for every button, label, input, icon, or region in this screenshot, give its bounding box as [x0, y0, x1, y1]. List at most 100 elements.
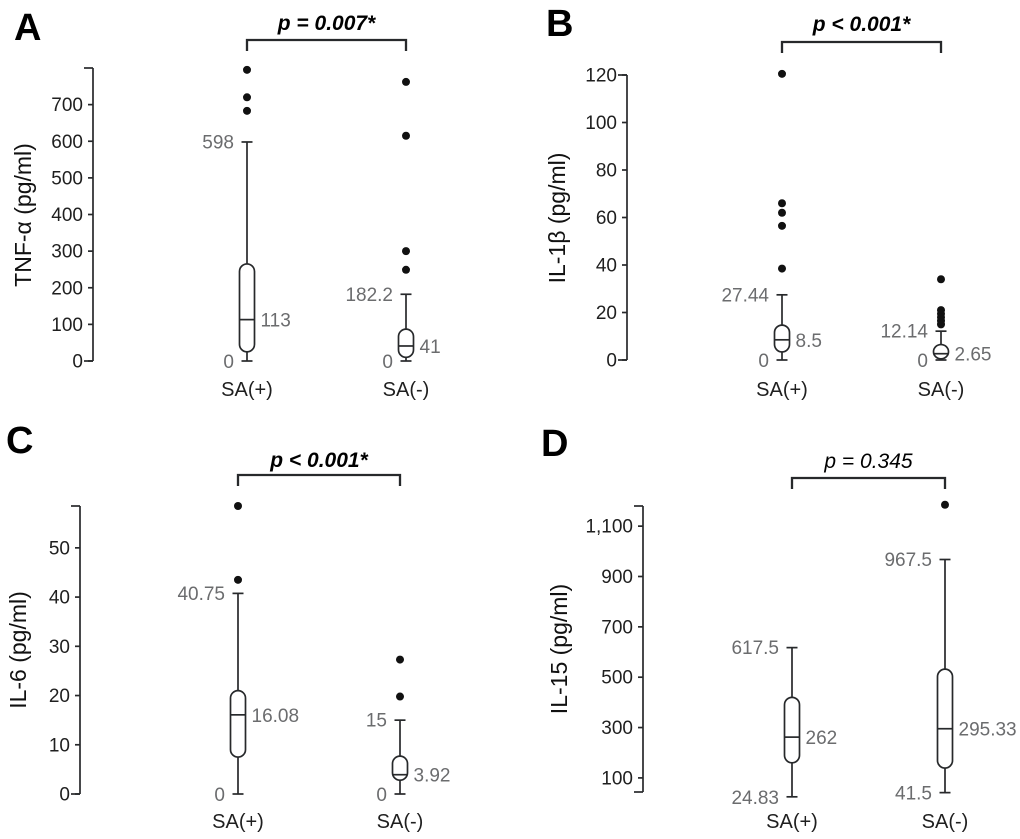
- y-tick-label: 0: [59, 785, 70, 806]
- panel-A: A 0 100 200 300 400 500 600 700 TNF-α (pg/ml) p = …: [0, 0, 510, 425]
- significance-bracket: [780, 40, 943, 53]
- outlier-dot: [778, 199, 786, 208]
- p-value-label: p = 0.007*: [277, 12, 376, 35]
- y-tick-label: 80: [596, 161, 617, 182]
- boxplot-sa-plus: [773, 69, 791, 361]
- panel-letter: C: [6, 420, 33, 462]
- y-axis: [71, 505, 81, 795]
- median-label: 8.5: [796, 331, 822, 352]
- boxplot-sa-plus: [229, 502, 247, 795]
- y-tick-label: 600: [51, 132, 83, 153]
- y-tick-label: 500: [51, 168, 83, 189]
- p-value-label: p < 0.001*: [269, 449, 368, 472]
- whisker-low-label: 0: [917, 351, 928, 372]
- significance-bracket: [236, 473, 402, 486]
- y-tick-label: 20: [49, 686, 70, 707]
- y-tick-label: 900: [601, 567, 633, 588]
- panel-C: C 0 10 20 30 40 50 IL-6 (pg/ml) p < 0.001* 40.75 0…: [0, 420, 510, 839]
- median-label: 262: [806, 728, 838, 749]
- outlier-dot: [778, 221, 786, 230]
- box: [238, 263, 256, 353]
- outlier-dot: [778, 264, 786, 273]
- whisker-low-label: 0: [382, 352, 393, 373]
- category-label-sa-minus: SA(-): [383, 379, 430, 401]
- p-value-label: p < 0.001*: [812, 13, 911, 36]
- y-tick-label: 300: [51, 242, 83, 263]
- outlier-dot: [396, 692, 404, 701]
- outlier-dot: [402, 265, 410, 274]
- p-value-label: p = 0.345: [823, 450, 912, 473]
- box: [397, 328, 415, 359]
- y-tick-label: 100: [51, 315, 83, 336]
- boxplot-sa-plus: [783, 646, 801, 798]
- outlier-dot: [402, 77, 410, 86]
- category-label-sa-plus: SA(+): [766, 811, 818, 833]
- y-axis-title: IL-1β (pg/ml): [544, 153, 570, 284]
- significance-bracket: [790, 476, 947, 489]
- category-label-sa-plus: SA(+): [221, 379, 273, 401]
- outlier-dot: [243, 93, 251, 102]
- y-tick-label: 700: [51, 95, 83, 116]
- whisker-low-label: 24.83: [731, 788, 779, 809]
- panel-B-chart: B 0 20 40 60 80 100 120 IL-1β (pg/ml) p < 0.001* 2…: [544, 3, 992, 401]
- y-tick-label: 400: [51, 205, 83, 226]
- y-axis-title: IL-15 (pg/ml): [546, 584, 572, 714]
- y-tick-label: 10: [49, 735, 70, 756]
- y-tick-label: 120: [585, 66, 617, 87]
- whisker-high-label: 617.5: [731, 638, 779, 659]
- whisker-high-label: 12.14: [880, 322, 928, 343]
- whisker-low-label: 41.5: [895, 784, 932, 805]
- y-tick-label: 40: [596, 256, 617, 277]
- category-label-sa-minus: SA(-): [918, 379, 965, 401]
- y-tick-label: 40: [49, 588, 70, 609]
- box: [773, 324, 791, 353]
- y-tick-label: 100: [585, 113, 617, 134]
- median-label: 295.33: [959, 720, 1017, 741]
- outlier-dot: [402, 131, 410, 140]
- y-tick-label: 0: [606, 351, 617, 372]
- category-label-sa-plus: SA(+): [212, 811, 264, 833]
- y-tick-label: 300: [601, 718, 633, 739]
- whisker-high-label: 27.44: [721, 285, 769, 306]
- panel-C-chart: C 0 10 20 30 40 50 IL-6 (pg/ml) p < 0.001* 40.75 0…: [5, 420, 451, 833]
- y-axis: [618, 74, 628, 361]
- whisker-low-label: 0: [223, 352, 234, 373]
- boxplot-sa-minus: [932, 275, 950, 361]
- boxplot-sa-minus: [391, 655, 409, 795]
- y-axis: [634, 505, 644, 793]
- panel-letter: B: [546, 3, 573, 45]
- boxplot-sa-plus: [238, 65, 256, 362]
- whisker-low-label: 0: [758, 351, 769, 372]
- box: [936, 668, 954, 769]
- outlier-dot: [402, 247, 410, 256]
- box: [932, 343, 950, 360]
- outlier-dot: [396, 655, 404, 664]
- box: [229, 689, 247, 758]
- panel-D: D 100 300 500 700 900 1,100 IL-15 (pg/ml) p = 0.…: [510, 420, 1020, 839]
- outlier-dot: [937, 275, 945, 284]
- y-tick-label: 60: [596, 208, 617, 229]
- panel-letter: D: [541, 423, 568, 465]
- boxplot-sa-minus: [936, 500, 954, 794]
- median-label: 2.65: [955, 345, 992, 366]
- y-tick-label: 50: [49, 538, 70, 559]
- outlier-dot: [937, 320, 945, 329]
- whisker-high-label: 40.75: [177, 584, 225, 605]
- boxplot-sa-minus: [397, 77, 415, 362]
- whisker-high-label: 967.5: [884, 550, 932, 571]
- y-tick-label: 1,100: [585, 517, 633, 538]
- category-label-sa-minus: SA(-): [922, 811, 969, 833]
- significance-bracket: [245, 38, 408, 51]
- y-tick-label: 700: [601, 617, 633, 638]
- outlier-dot: [243, 65, 251, 74]
- outlier-dot: [243, 106, 251, 115]
- y-tick-label: 20: [596, 303, 617, 324]
- outlier-dot: [778, 69, 786, 78]
- median-label: 3.92: [414, 766, 451, 787]
- median-label: 41: [420, 337, 441, 358]
- whisker-high-label: 182.2: [345, 285, 393, 306]
- box: [783, 696, 801, 764]
- y-tick-label: 30: [49, 637, 70, 658]
- outlier-dot: [941, 500, 949, 509]
- panel-D-chart: D 100 300 500 700 900 1,100 IL-15 (pg/ml) p = 0.…: [541, 423, 1017, 833]
